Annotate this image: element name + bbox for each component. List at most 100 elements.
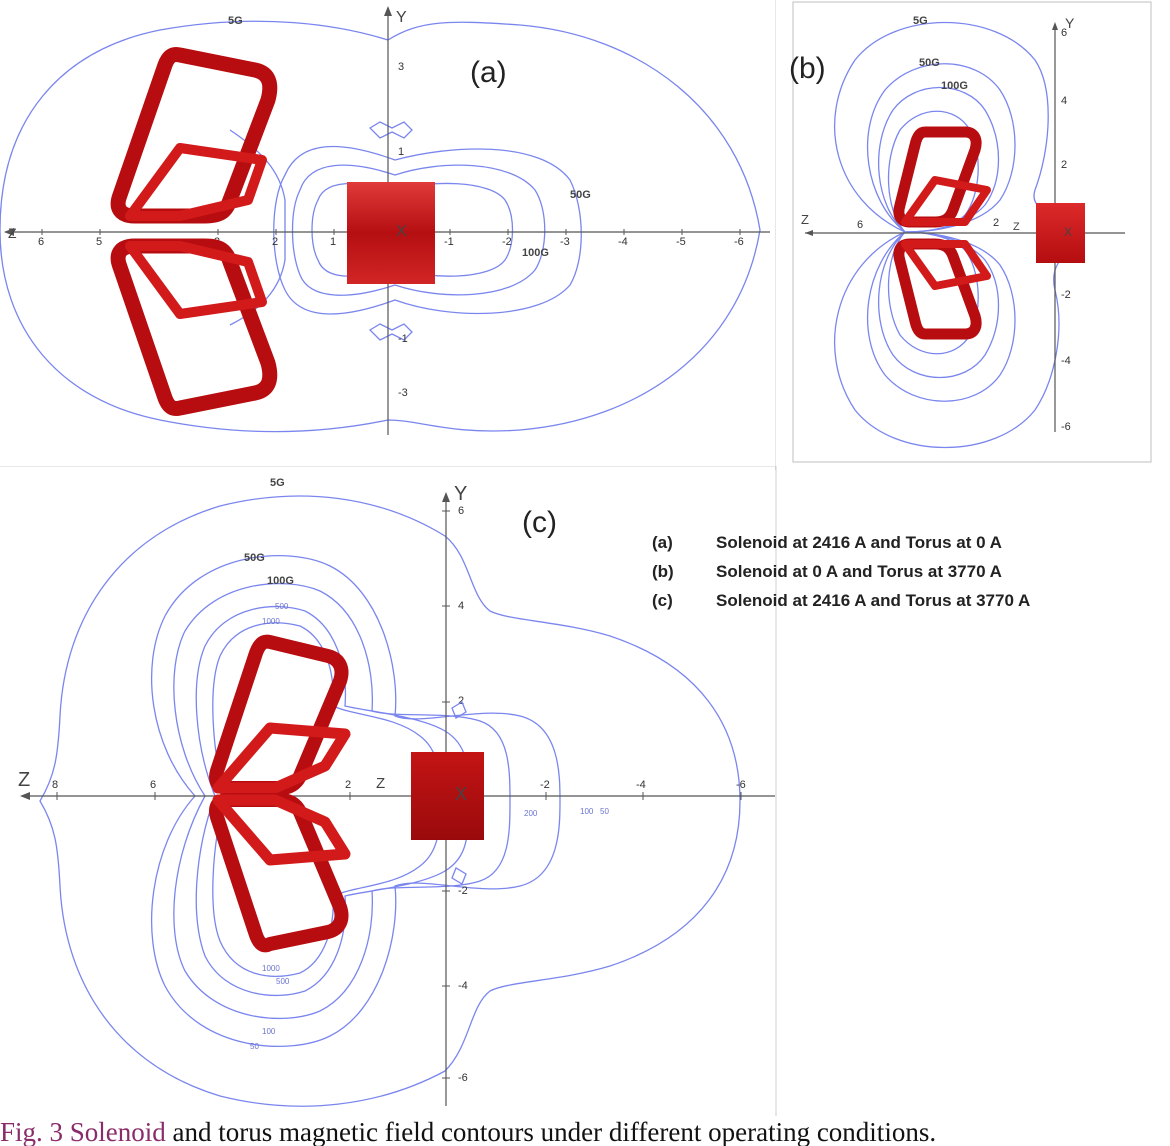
- z-axis-label-inner: Z: [1013, 221, 1020, 233]
- y-axis-label: Y: [1065, 15, 1075, 31]
- y-tick-label: -4: [1061, 355, 1071, 367]
- contour-inner: [887, 110, 979, 355]
- contour-label-50g: 50G: [570, 189, 591, 201]
- y-tick-label: 4: [458, 600, 464, 612]
- torus-coils: [110, 47, 278, 416]
- y-tick-label: -3: [398, 387, 408, 399]
- contour-small-label: 1000: [262, 964, 280, 973]
- z-tick-label: -2: [502, 236, 512, 248]
- contour-small-label: 500: [276, 977, 290, 986]
- legend-key: (a): [652, 532, 673, 552]
- legend-item: (a) Solenoid at 2416 A and Torus at 0 A: [652, 528, 1030, 557]
- z-tick-label: 1: [330, 236, 336, 248]
- legend-key: (b): [652, 561, 674, 581]
- y-tick-label: 2: [458, 695, 464, 707]
- contour-inner-4: [368, 323, 413, 341]
- contour-label-100g: 100G: [941, 80, 968, 92]
- contour-small-label: 100: [262, 1027, 276, 1036]
- panel-label: (a): [470, 56, 507, 89]
- panel-b: 6 2 6 4 2 -2 -4 -6 Y Z Z 5G 50G 100G X (…: [775, 0, 1170, 470]
- legend: (a) Solenoid at 2416 A and Torus at 0 A …: [652, 528, 1030, 615]
- contour-notch: [451, 701, 467, 719]
- contour-label-5g: 5G: [228, 15, 243, 27]
- z-tick-label: -5: [676, 236, 686, 248]
- y-tick-label: -6: [1061, 421, 1071, 433]
- panel-label: (b): [789, 52, 826, 85]
- y-tick-label: -2: [1061, 289, 1071, 301]
- x-axis-label: X: [1064, 225, 1072, 239]
- z-tick-label: 8: [52, 779, 58, 791]
- y-tick-label: -1: [398, 333, 408, 345]
- z-tick-label: 6: [857, 219, 863, 231]
- x-axis-label: X: [396, 223, 407, 240]
- y-tick-label: 3: [398, 61, 404, 73]
- contour-notch: [451, 867, 467, 885]
- panel-c: 8 6 2 -2 -4 -6 6 4 2 -2 -4 -6 Y Z Z 5G 5…: [0, 466, 785, 1116]
- z-tick-label: 5: [96, 236, 102, 248]
- z-tick-label: -4: [618, 236, 628, 248]
- y-tick-label: -4: [458, 980, 468, 992]
- z-tick-label: 2: [993, 217, 999, 229]
- z-tick-label: -1: [444, 236, 454, 248]
- y-tick-label: 6: [1061, 27, 1067, 39]
- contour-100g: [173, 582, 511, 1020]
- panel-a-plot: 6 5 3 2 1 -1 -2 -3 -4 -5 -6 3 1 -1 -3 Y …: [0, 6, 770, 435]
- z-tick-label: -2: [540, 779, 550, 791]
- panel-label: (c): [522, 506, 557, 539]
- contour-100g: [291, 164, 546, 296]
- y-tick-label: -2: [458, 885, 468, 897]
- torus-coils: [893, 126, 991, 340]
- legend-item: (c) Solenoid at 2416 A and Torus at 3770…: [652, 586, 1030, 615]
- contour-small-label: 50: [250, 1042, 259, 1051]
- solenoid-block: [1036, 203, 1085, 263]
- legend-text: Solenoid at 2416 A and Torus at 0 A: [716, 532, 1002, 552]
- contour-label-100g: 100G: [522, 247, 549, 259]
- figure-caption: Fig. 3 Solenoid and torus magnetic field…: [0, 1117, 1170, 1146]
- y-tick-label: 6: [458, 505, 464, 517]
- y-axis-label: Y: [396, 9, 407, 26]
- z-tick-label: 6: [150, 779, 156, 791]
- y-axis-label: Y: [454, 483, 467, 505]
- contour-50g: [151, 554, 561, 1048]
- solenoid-block: [347, 182, 435, 284]
- y-tick-label: 1: [398, 146, 404, 158]
- z-tick-label: -6: [736, 779, 746, 791]
- contour-small-label: 1000: [262, 617, 280, 626]
- legend-key: (c): [652, 590, 673, 610]
- panel-a: 6 5 3 2 1 -1 -2 -3 -4 -5 -6 3 1 -1 -3 Y …: [0, 0, 775, 440]
- contour-label-5g: 5G: [270, 477, 285, 489]
- torus-coils: [209, 634, 351, 953]
- x-axis-label: X: [455, 784, 467, 804]
- contour-label-50g: 50G: [919, 57, 940, 69]
- contour-small-label: 500: [275, 602, 289, 611]
- solenoid-block: [411, 752, 484, 840]
- contour-small-label: 200: [524, 809, 538, 818]
- z-tick-label: -4: [636, 779, 646, 791]
- panel-b-frame: [792, 1, 1152, 463]
- contour-label-50g: 50G: [244, 552, 265, 564]
- z-ticks: [41, 229, 741, 235]
- contour-inner-3: [368, 121, 413, 139]
- z-axis-label: Z: [801, 212, 809, 227]
- contour-5g: [834, 21, 1075, 233]
- panel-b-plot: 6 2 6 4 2 -2 -4 -6 Y Z Z 5G 50G 100G X (…: [775, 0, 1152, 470]
- contour-label-100g: 100G: [267, 575, 294, 587]
- z-tick-label: 2: [345, 779, 351, 791]
- y-tick-label: 2: [1061, 159, 1067, 171]
- contour-50g: [273, 145, 582, 315]
- contour-5g: [39, 495, 741, 1107]
- y-tick-label: -6: [458, 1072, 468, 1084]
- z-tick-label: 6: [38, 236, 44, 248]
- legend-text: Solenoid at 0 A and Torus at 3770 A: [716, 561, 1002, 581]
- panel-c-plot: 8 6 2 -2 -4 -6 6 4 2 -2 -4 -6 Y Z Z 5G 5…: [0, 466, 777, 1116]
- z-axis-label: Z: [18, 769, 30, 791]
- contour-small-label: 100: [580, 807, 594, 816]
- caption-part-2: and torus magnetic field contours under …: [165, 1117, 937, 1146]
- z-axis-label-inner: Z: [376, 775, 385, 792]
- z-tick-label: -6: [734, 236, 744, 248]
- legend-text: Solenoid at 2416 A and Torus at 3770 A: [716, 590, 1031, 610]
- contour-small-label: 50: [600, 807, 609, 816]
- contour-label-5g: 5G: [913, 15, 928, 27]
- legend-item: (b) Solenoid at 0 A and Torus at 3770 A: [652, 557, 1030, 586]
- z-tick-label: 2: [272, 236, 278, 248]
